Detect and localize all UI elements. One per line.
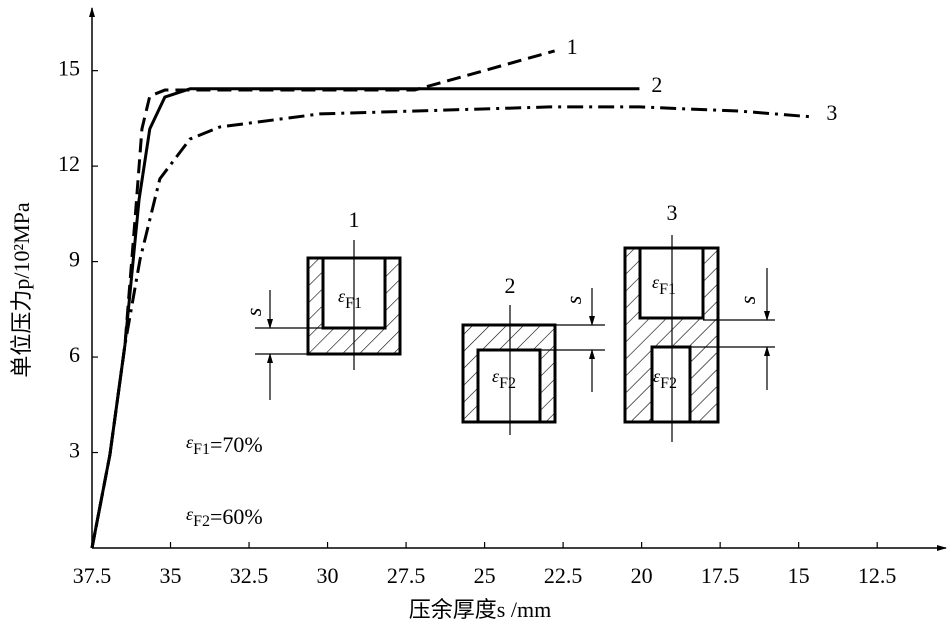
inset-strain: εF2 bbox=[653, 366, 677, 392]
series-label: 1 bbox=[567, 34, 578, 59]
inset-2: 2 εF2 s bbox=[461, 273, 605, 435]
note: εF1=70% bbox=[186, 432, 263, 458]
series-label: 3 bbox=[826, 100, 837, 125]
inset-dimension: s bbox=[561, 296, 586, 305]
x-tick-label: 35 bbox=[160, 563, 182, 588]
x-tick-label: 12.5 bbox=[858, 563, 897, 588]
series-line bbox=[90, 87, 640, 549]
inset-3: 3 εF1 εF2 s bbox=[623, 200, 775, 442]
x-tick-label: 25 bbox=[474, 563, 496, 588]
x-tick-label: 32.5 bbox=[230, 563, 269, 588]
x-tick-label: 17.5 bbox=[701, 563, 740, 588]
inset-strain: εF1 bbox=[652, 272, 676, 298]
x-axis-label: 压余厚度s /mm bbox=[409, 597, 551, 622]
x-tick-label: 37.5 bbox=[73, 563, 112, 588]
inset-dimension: s bbox=[241, 308, 266, 317]
y-tick-label: 6 bbox=[69, 342, 80, 367]
y-tick-label: 9 bbox=[69, 247, 80, 272]
x-tick-label: 30 bbox=[317, 563, 339, 588]
inset-label: 3 bbox=[667, 200, 678, 225]
inset-strain: εF2 bbox=[492, 366, 516, 392]
x-tick-label: 15 bbox=[788, 563, 810, 588]
series-label: 2 bbox=[651, 72, 662, 97]
y-tick-label: 12 bbox=[58, 151, 80, 176]
y-tick-label: 15 bbox=[58, 56, 80, 81]
inset-dimension: s bbox=[735, 296, 760, 305]
inset-strain: εF1 bbox=[338, 286, 362, 312]
inset-label: 2 bbox=[505, 273, 516, 298]
x-tick-label: 22.5 bbox=[544, 563, 583, 588]
series-line bbox=[90, 105, 815, 549]
y-axis-label: 单位压力p/10²MPa bbox=[9, 202, 34, 378]
inset-1: 1 εF1 s bbox=[241, 207, 402, 400]
x-tick-label: 20 bbox=[631, 563, 653, 588]
x-tick-label: 27.5 bbox=[387, 563, 426, 588]
y-tick-label: 3 bbox=[69, 438, 80, 463]
inset-label: 1 bbox=[349, 207, 360, 232]
note: εF2=60% bbox=[186, 504, 263, 530]
